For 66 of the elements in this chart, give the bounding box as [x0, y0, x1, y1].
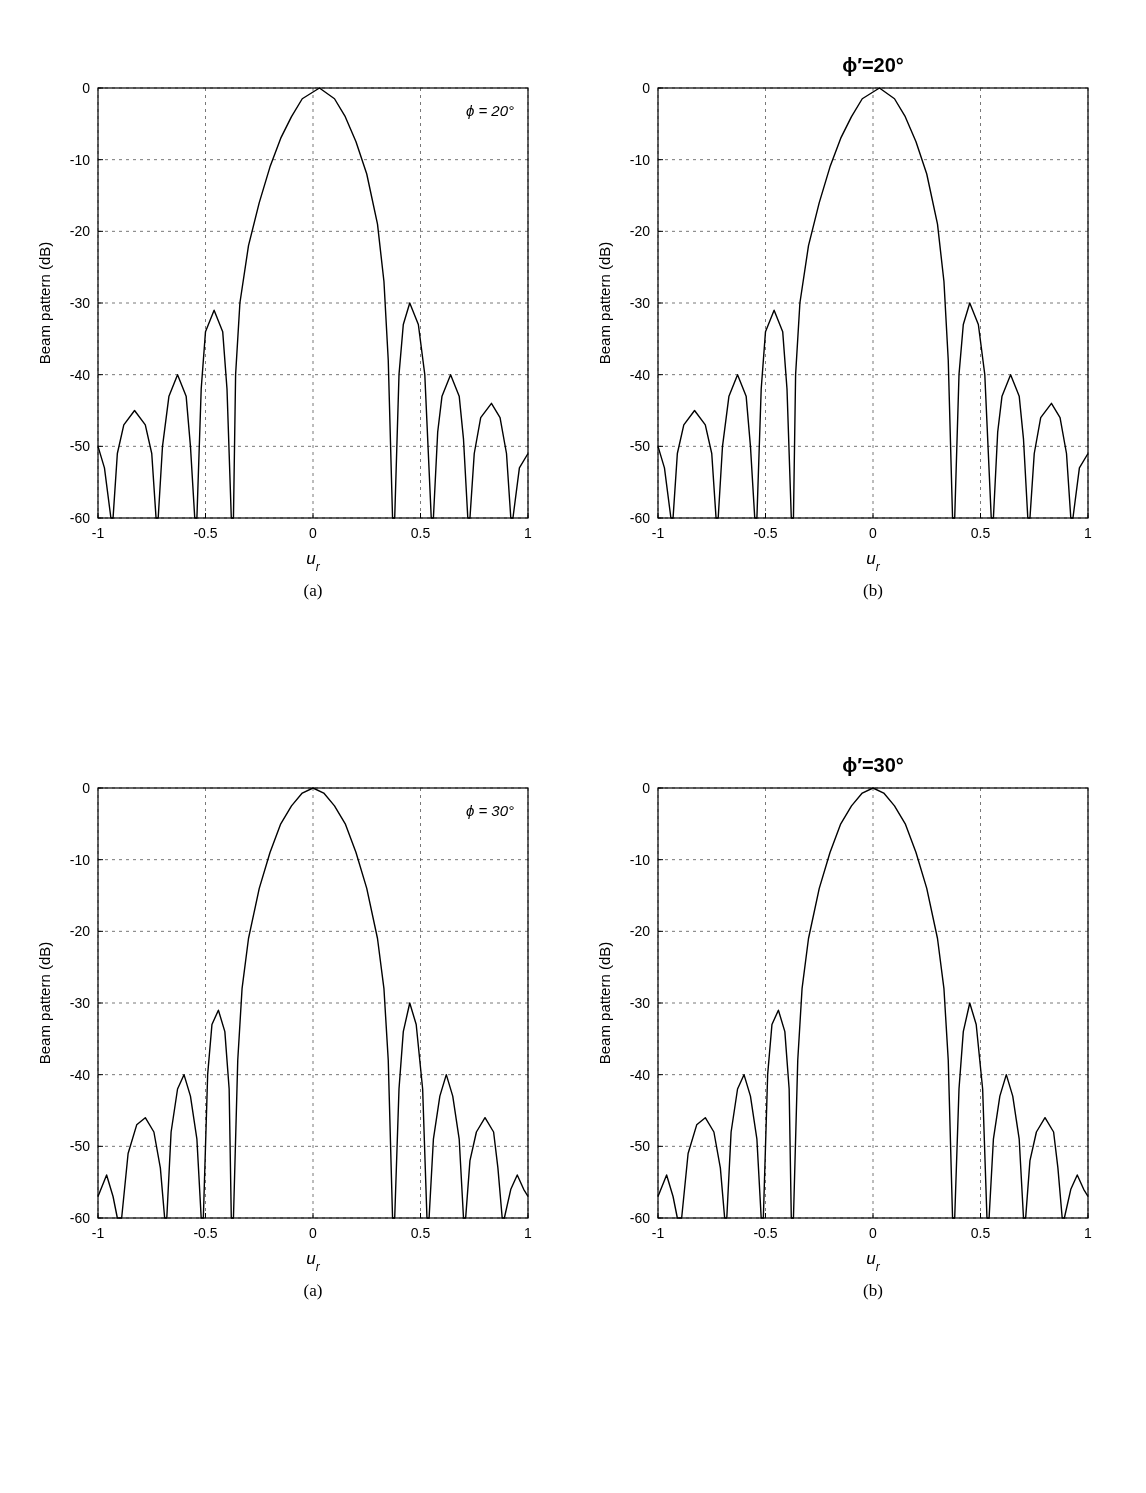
- x-axis-title: u$_{r}$: [306, 1249, 321, 1274]
- x-tick-label: 0: [309, 525, 318, 541]
- x-tick-label: 0.5: [410, 525, 431, 541]
- y-tick-label: -40: [629, 1066, 651, 1083]
- y-tick-label: -30: [69, 294, 91, 311]
- y-tick-label: -40: [629, 366, 651, 383]
- y-tick-label: -40: [69, 366, 91, 383]
- y-tick-label: -20: [69, 223, 91, 240]
- y-axis-title: Beam pattern (dB): [36, 241, 53, 365]
- x-tick-label: 0: [869, 525, 878, 541]
- x-axis-title: u$_{r}$: [306, 549, 321, 574]
- y-tick-label: -50: [629, 1138, 651, 1155]
- x-axis-title: u$_{r}$: [866, 1249, 881, 1274]
- x-tick-label: -1: [91, 1225, 105, 1241]
- line-series: [657, 787, 1089, 1219]
- chart-title: ϕ′=30°: [842, 754, 904, 776]
- text: (a): [303, 581, 323, 600]
- x-tick-label: 0: [309, 1225, 318, 1241]
- x-tick-label: -0.5: [193, 1225, 218, 1241]
- y-tick-label: -60: [69, 509, 91, 526]
- x-tick-label: 0.5: [970, 525, 991, 541]
- x-tick-label: 0.5: [970, 1225, 991, 1241]
- chart-title: ϕ′=20°: [842, 54, 904, 76]
- y-tick-label: -60: [629, 509, 651, 526]
- y-tick-label: -20: [69, 923, 91, 940]
- x-tick-label: -1: [651, 1225, 665, 1241]
- y-tick-label: -60: [629, 1209, 651, 1226]
- x-tick-label: -1: [651, 525, 665, 541]
- y-tick-label: -10: [629, 851, 651, 868]
- y-tick-label: 0: [642, 779, 651, 796]
- annotation: ϕ = 30°: [465, 802, 514, 819]
- y-axis-title: Beam pattern (dB): [596, 941, 613, 1065]
- text: (b): [863, 581, 883, 600]
- x-tick-label: 1: [524, 525, 533, 541]
- y-tick-label: -30: [629, 294, 651, 311]
- x-tick-label: -0.5: [193, 525, 218, 541]
- y-tick-label: -50: [69, 438, 91, 455]
- y-tick-label: -30: [69, 994, 91, 1011]
- y-tick-label: -60: [69, 1209, 91, 1226]
- x-tick-label: -0.5: [753, 525, 778, 541]
- text: (b): [863, 1281, 883, 1300]
- x-axis-title: u$_{r}$: [866, 549, 881, 574]
- y-axis-title: Beam pattern (dB): [36, 941, 53, 1065]
- x-tick-label: 0: [869, 1225, 878, 1241]
- y-tick-label: 0: [82, 779, 91, 796]
- x-tick-label: -0.5: [753, 1225, 778, 1241]
- y-tick-label: -50: [629, 438, 651, 455]
- x-tick-label: 1: [1084, 1225, 1093, 1241]
- y-tick-label: -30: [629, 994, 651, 1011]
- x-tick-label: 1: [524, 1225, 533, 1241]
- line-series: [97, 787, 529, 1219]
- y-tick-label: -40: [69, 1066, 91, 1083]
- y-tick-label: -20: [629, 223, 651, 240]
- x-tick-label: -1: [91, 525, 105, 541]
- y-tick-label: -10: [69, 151, 91, 168]
- y-tick-label: -20: [629, 923, 651, 940]
- y-tick-label: 0: [642, 79, 651, 96]
- y-tick-label: -50: [69, 1138, 91, 1155]
- x-tick-label: 0.5: [410, 1225, 431, 1241]
- y-tick-label: -10: [69, 851, 91, 868]
- x-tick-label: 1: [1084, 525, 1093, 541]
- y-axis-title: Beam pattern (dB): [596, 241, 613, 365]
- y-tick-label: 0: [82, 79, 91, 96]
- text: (a): [303, 1281, 323, 1300]
- y-tick-label: -10: [629, 151, 651, 168]
- annotation: ϕ = 20°: [465, 102, 514, 119]
